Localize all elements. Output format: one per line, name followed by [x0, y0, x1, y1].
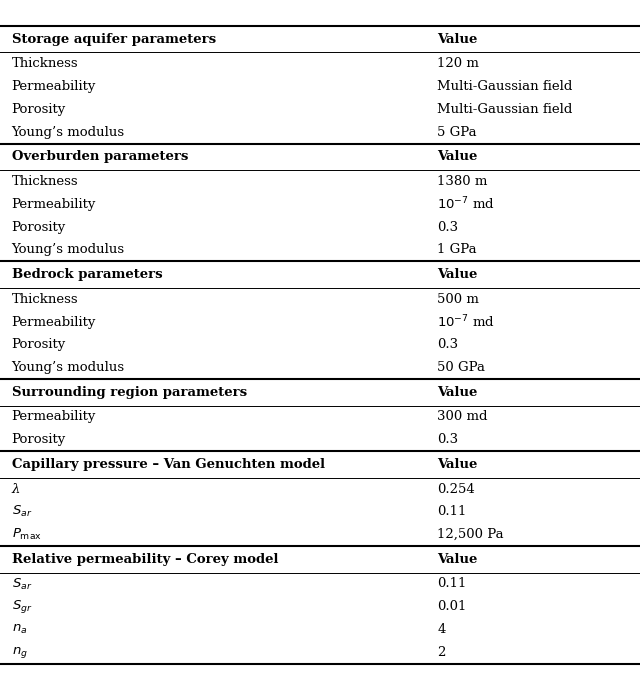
Text: 5 GPa: 5 GPa: [437, 126, 477, 139]
Text: Young’s modulus: Young’s modulus: [12, 126, 125, 139]
Text: 0.3: 0.3: [437, 433, 458, 446]
Text: 0.11: 0.11: [437, 577, 467, 591]
Text: $n_g$: $n_g$: [12, 645, 28, 660]
Text: $10^{-7}$ md: $10^{-7}$ md: [437, 196, 495, 212]
Text: Young’s modulus: Young’s modulus: [12, 361, 125, 374]
Text: Multi-Gaussian field: Multi-Gaussian field: [437, 80, 573, 93]
Text: Overburden parameters: Overburden parameters: [12, 150, 188, 163]
Text: Porosity: Porosity: [12, 103, 66, 116]
Text: Storage aquifer parameters: Storage aquifer parameters: [12, 33, 216, 46]
Text: $n_a$: $n_a$: [12, 623, 27, 636]
Text: 0.254: 0.254: [437, 483, 475, 496]
Text: 4: 4: [437, 623, 445, 636]
Text: Permeability: Permeability: [12, 410, 96, 423]
Text: $P_{\mathrm{max}}$: $P_{\mathrm{max}}$: [12, 527, 42, 542]
Text: 120 m: 120 m: [437, 57, 479, 70]
Text: Permeability: Permeability: [12, 80, 96, 93]
Text: Permeability: Permeability: [12, 198, 96, 211]
Text: 0.3: 0.3: [437, 221, 458, 234]
Text: Value: Value: [437, 386, 477, 399]
Text: $10^{-7}$ md: $10^{-7}$ md: [437, 313, 495, 331]
Text: Surrounding region parameters: Surrounding region parameters: [12, 386, 246, 399]
Text: 0.01: 0.01: [437, 600, 467, 613]
Text: Multi-Gaussian field: Multi-Gaussian field: [437, 103, 573, 116]
Text: .: .: [318, 2, 322, 12]
Text: Value: Value: [437, 150, 477, 163]
Text: Value: Value: [437, 33, 477, 46]
Text: λ: λ: [12, 483, 20, 496]
Text: 0.3: 0.3: [437, 338, 458, 351]
Text: $S_{ar}$: $S_{ar}$: [12, 576, 32, 591]
Text: Young’s modulus: Young’s modulus: [12, 243, 125, 256]
Text: Thickness: Thickness: [12, 293, 78, 306]
Text: 300 md: 300 md: [437, 410, 488, 423]
Text: 2: 2: [437, 646, 445, 659]
Text: $S_{gr}$: $S_{gr}$: [12, 598, 32, 615]
Text: Porosity: Porosity: [12, 221, 66, 234]
Text: Capillary pressure – Van Genuchten model: Capillary pressure – Van Genuchten model: [12, 458, 324, 471]
Text: Thickness: Thickness: [12, 175, 78, 188]
Text: Bedrock parameters: Bedrock parameters: [12, 268, 162, 281]
Text: 1380 m: 1380 m: [437, 175, 488, 188]
Text: $S_{ar}$: $S_{ar}$: [12, 504, 32, 519]
Text: Porosity: Porosity: [12, 433, 66, 446]
Text: Thickness: Thickness: [12, 57, 78, 70]
Text: 12,500 Pa: 12,500 Pa: [437, 528, 504, 541]
Text: Permeability: Permeability: [12, 316, 96, 329]
Text: 0.11: 0.11: [437, 505, 467, 518]
Text: Value: Value: [437, 268, 477, 281]
Text: Relative permeability – Corey model: Relative permeability – Corey model: [12, 553, 278, 566]
Text: 50 GPa: 50 GPa: [437, 361, 485, 374]
Text: Value: Value: [437, 553, 477, 566]
Text: 500 m: 500 m: [437, 293, 479, 306]
Text: Value: Value: [437, 458, 477, 471]
Text: 1 GPa: 1 GPa: [437, 243, 477, 256]
Text: Porosity: Porosity: [12, 338, 66, 351]
